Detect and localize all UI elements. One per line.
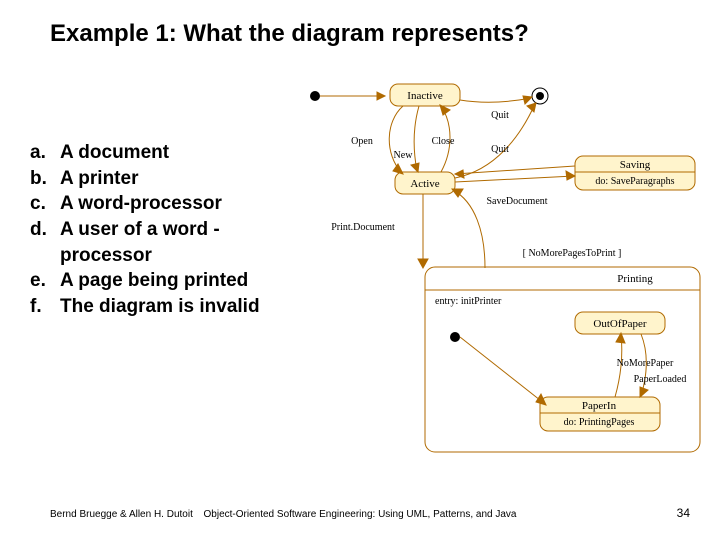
uml-state-diagram: Printing entry: initPrinter Inactive Active… [285, 82, 705, 472]
arrowhead-icon [393, 164, 403, 174]
option-label: b. [30, 166, 60, 192]
option-c: c. A word-processor [30, 191, 275, 217]
initial-state-icon [450, 332, 460, 342]
state-entry-printing: entry: initPrinter [435, 296, 502, 307]
arrowhead-icon [377, 92, 385, 100]
state-activity-paperin: do: PrintingPages [564, 417, 635, 428]
option-text: A word-processor [60, 191, 275, 217]
state-label-inactive: Inactive [407, 90, 443, 102]
option-text: A page being printed [60, 268, 275, 294]
slide-title: Example 1: What the diagram represents? [50, 20, 700, 48]
state-label-outofpaper: OutOfPaper [593, 318, 646, 330]
state-label-printing: Printing [617, 273, 653, 285]
transition-edge [455, 166, 575, 174]
arrowhead-icon [418, 259, 428, 268]
state-activity-saving: do: SaveParagraphs [595, 176, 674, 187]
transition-edge [455, 176, 574, 182]
transition-label: [ NoMorePagesToPrint ] [523, 248, 622, 259]
option-text: A user of a word -processor [60, 217, 275, 268]
state-label-active: Active [410, 178, 439, 190]
arrowhead-icon [566, 171, 575, 180]
option-e: e. A page being printed [30, 268, 275, 294]
option-text: A printer [60, 166, 275, 192]
transition-edge [414, 106, 419, 171]
transition-label: SaveDocument [486, 196, 547, 207]
arrowhead-icon [411, 163, 419, 172]
option-f: f. The diagram is invalid [30, 294, 275, 320]
transition-label: Quit [491, 110, 509, 121]
transition-label: Close [432, 136, 455, 147]
option-text: The diagram is invalid [60, 294, 275, 320]
transition-label: Open [351, 136, 373, 147]
option-a: a. A document [30, 140, 275, 166]
arrowhead-icon [523, 96, 532, 104]
option-label: d. [30, 217, 60, 268]
transition-label: PaperLoaded [634, 374, 687, 385]
transition-edge [389, 106, 403, 172]
transition-label: Quit [491, 144, 509, 155]
transition-label: Print.Document [331, 222, 395, 233]
transition-edge [453, 190, 485, 268]
initial-state-icon [310, 91, 320, 101]
option-d: d. A user of a word -processor [30, 217, 275, 268]
state-label-paperin: PaperIn [582, 400, 617, 412]
option-label: e. [30, 268, 60, 294]
transition-label: NoMorePaper [617, 358, 674, 369]
footer-page-number: 34 [677, 506, 690, 520]
option-label: c. [30, 191, 60, 217]
option-label: f. [30, 294, 60, 320]
state-label-saving: Saving [620, 159, 651, 171]
transition-label: New [394, 150, 414, 161]
final-state-dot-icon [536, 92, 544, 100]
answer-options: a. A document b. A printer c. A word-pro… [30, 140, 275, 319]
option-text: A document [60, 140, 275, 166]
transition-edge [460, 98, 531, 102]
footer-title: Object-Oriented Software Engineering: Us… [0, 509, 720, 520]
option-label: a. [30, 140, 60, 166]
option-b: b. A printer [30, 166, 275, 192]
